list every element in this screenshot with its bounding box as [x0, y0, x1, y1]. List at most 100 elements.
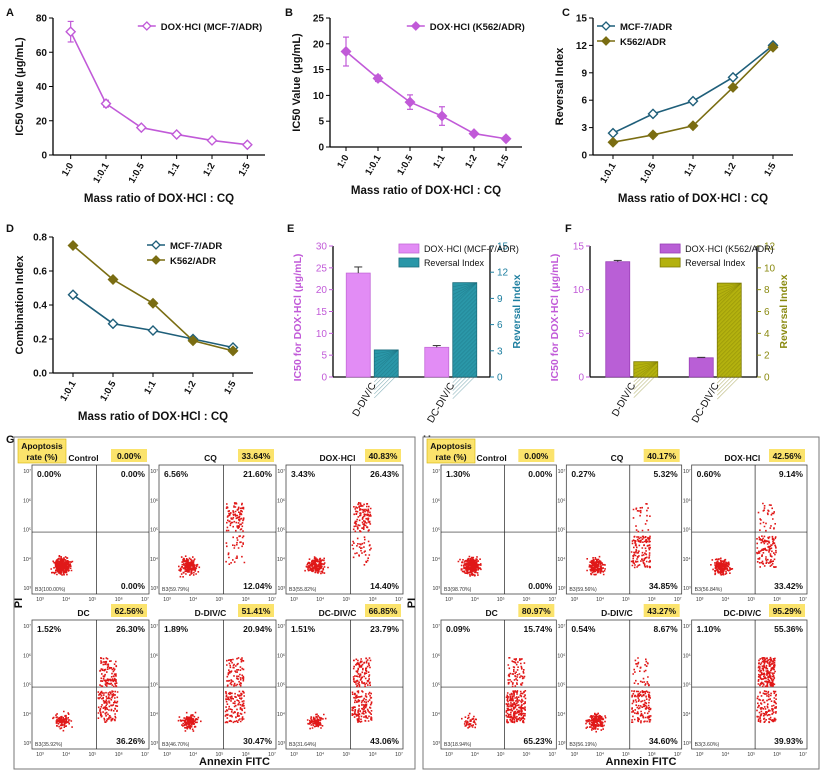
rate-badge [111, 604, 147, 617]
y-tick-label-left: 25 [316, 263, 328, 274]
bar-hatch [717, 290, 742, 316]
y-tick-label: 0.8 [33, 233, 47, 244]
y-tick-label: 10⁶ [23, 653, 31, 659]
data-point [687, 120, 699, 132]
legend-marker [151, 240, 161, 250]
panel-letter-F: F [565, 223, 572, 235]
bar-hatch [374, 353, 399, 379]
x-tick-label: 10⁷ [141, 597, 149, 603]
bar-hatch [374, 369, 399, 395]
y-tick-label-left: 0 [321, 373, 327, 384]
plot-frame [31, 464, 150, 595]
data-point [206, 134, 218, 146]
rate-value: 80.97% [522, 606, 551, 616]
x-tick-label: 10⁶ [523, 752, 531, 758]
y-tick-label: 10³ [24, 741, 32, 747]
data-point [340, 46, 352, 58]
x-tick-label: 10⁶ [242, 597, 250, 603]
legend-label: Reversal Index [685, 258, 746, 268]
x-tick-label: 1:0.1 [58, 378, 79, 403]
y-tick-label: 12 [576, 41, 588, 52]
line-chart-D: 0.0 0.2 0.4 0.6 0.8 1:0.1 1:0.5 1:1 1:2 1:5 Mass r… [14, 233, 253, 423]
bar-hatch [374, 349, 399, 367]
bar-hatch [452, 366, 477, 391]
data-point [767, 41, 779, 53]
bar-hatch [452, 338, 477, 363]
bar-hatch [717, 298, 742, 324]
quadrant-lr: 65.23% [523, 736, 552, 746]
legend-label: Reversal Index [424, 258, 485, 268]
x-tick-label: 10⁶ [523, 597, 531, 603]
bar-hatch [452, 318, 477, 343]
y-tick-label-left: 10 [573, 285, 585, 296]
scatter-dots [756, 656, 777, 724]
quadrant-ul: 1.51% [291, 624, 316, 634]
panel-letter-G: G [6, 434, 15, 446]
y-tick-label: 10⁶ [23, 498, 31, 504]
bar-hatch [374, 349, 399, 359]
y-tick-label: 10⁴ [277, 557, 285, 563]
y-tick-label: 40 [36, 82, 48, 93]
bar-hatch [452, 342, 477, 367]
y-tick-label: 20 [36, 116, 48, 127]
bar-hatch [717, 282, 742, 308]
y-tick-label: 15 [313, 65, 325, 76]
x-tick-label: 10⁶ [369, 597, 377, 603]
legend-label: K562/ADR [620, 37, 666, 48]
legend-label: K562/ADR [170, 256, 216, 267]
x-tick-label: 10⁴ [189, 752, 197, 758]
rate-value: 66.85% [369, 606, 398, 616]
bar-hatch [717, 282, 742, 304]
rate-badge [643, 449, 680, 462]
quadrant-lr: 34.85% [649, 581, 678, 591]
y-tick-label: 10⁷ [150, 469, 158, 475]
bar-hatch [633, 373, 658, 398]
y-tick-label: 10⁴ [683, 712, 691, 718]
line-chart-A: 0 20 40 60 80 1:0 1:0.1 1:0.5 1:1 1:2 1:5 Mass rati… [14, 14, 265, 205]
x-tick-label: 1:0 [60, 161, 76, 178]
series-line [345, 50, 507, 140]
y-tick-label: 10⁷ [683, 469, 691, 475]
data-point [100, 98, 112, 110]
plot-title: DC [77, 608, 89, 618]
x-tick-label: 10⁴ [316, 752, 324, 758]
x-tick-label: 10⁷ [674, 597, 682, 603]
plot-title: CQ [611, 453, 624, 463]
bar-hatch [717, 366, 742, 392]
x-tick-label: 10⁵ [497, 597, 505, 603]
y-tick-label: 10⁶ [432, 653, 440, 659]
x-tick-label: 10⁵ [89, 597, 97, 603]
x-tick-label: 10⁷ [674, 752, 682, 758]
y-tick-label-left: 5 [321, 351, 327, 362]
series-line [612, 44, 774, 134]
y-tick-label: 10⁶ [557, 653, 565, 659]
x-tick-label: 10⁶ [369, 752, 377, 758]
quadrant-lr: 12.04% [243, 581, 272, 591]
y-tick-label: 10⁴ [432, 712, 440, 718]
x-tick-label: 10⁷ [141, 752, 149, 758]
bar-hatch [374, 349, 399, 375]
x-tick-label: 10⁴ [189, 597, 197, 603]
bar-hatch [633, 361, 658, 378]
y-tick-label: 0.4 [33, 301, 47, 312]
x-tick-label: 10⁷ [549, 597, 557, 603]
bar-hatch [452, 294, 477, 319]
x-tick-label: 10⁶ [115, 752, 123, 758]
y-tick-label: 10⁴ [683, 557, 691, 563]
y-tick-label: 10⁷ [23, 624, 31, 630]
quadrant-ul: 1.52% [37, 624, 62, 634]
bar-hatch [717, 334, 742, 360]
quadrant-ul: 0.09% [446, 624, 471, 634]
bar-hatch [717, 286, 742, 312]
badge-label-line2: rate (%) [435, 452, 466, 462]
y-tick-label: 10⁶ [277, 653, 285, 659]
y-tick-label-right: 12 [497, 268, 509, 279]
y-axis-label-left: IC50 for DOX·HCl (μg/mL) [292, 254, 304, 382]
bar-hatch [452, 282, 477, 287]
y-tick-label: 10⁵ [277, 528, 285, 534]
y-tick-label: 5 [318, 117, 324, 128]
quadrant-ll: B3(56.84%) [695, 587, 723, 593]
x-tick-label: 10⁵ [622, 597, 630, 603]
x-tick-label: 10⁴ [722, 752, 730, 758]
